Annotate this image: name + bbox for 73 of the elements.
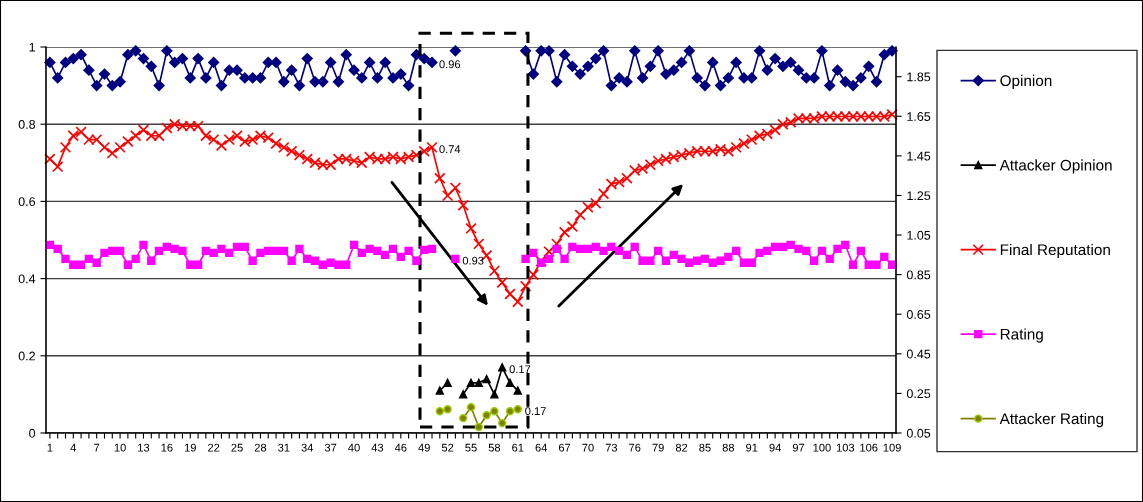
x-tick-label: 61 [512,443,524,452]
x-tick-label: 37 [324,443,337,452]
x-tick-label: 19 [184,443,196,452]
y2-tick-label: 0.05 [906,428,931,438]
x-tick-label: 109 [883,443,901,452]
x-tick-label: 64 [535,443,548,452]
x-tick-label: 49 [418,443,430,452]
y2-tick-label: 0.85 [906,270,931,280]
x-tick-label: 28 [254,443,267,452]
data-label: 0.74 [439,145,461,154]
data-label: 0.17 [525,407,546,416]
x-tick-label: 88 [722,443,735,452]
x-tick-label: 13 [138,443,150,452]
y2-tick-label: 1.45 [907,151,931,161]
x-tick-label: 85 [699,443,711,452]
x-tick-label: 22 [208,443,220,452]
x-tick-label: 16 [161,443,173,452]
x-tick-label: 67 [558,443,571,452]
x-tick-label: 79 [652,443,664,452]
point [513,386,522,395]
x-tick-label: 4 [70,443,77,452]
x-tick-label: 25 [231,443,243,452]
legend-label: Attacker Opinion [999,159,1112,174]
x-tick-label: 106 [860,443,878,452]
y-tick-label: 0.8 [18,120,36,129]
legend-label: Attacker Rating [999,412,1104,428]
x-tick-label: 55 [465,443,477,452]
y-tick-label: 1 [29,42,35,52]
point [459,390,468,399]
y2-tick-label: 1.25 [907,191,931,201]
point [474,378,483,387]
y2-tick-label: 1.65 [907,112,931,121]
data-label: 0.17 [509,365,531,374]
x-tick-label: 94 [769,443,781,452]
y2-tick-label: 0.45 [906,349,931,359]
point [498,363,507,372]
y2-tick-label: 0.65 [906,310,931,319]
legend-label: Rating [1000,328,1043,343]
point [505,378,515,387]
x-tick-label: 73 [605,443,618,452]
x-tick-label: 82 [675,443,688,452]
x-tick-label: 52 [441,443,454,452]
x-tick-label: 34 [301,443,314,452]
y2-tick-label: 0.25 [906,389,931,399]
x-tick-label: 100 [813,443,831,452]
data-label: 0.93 [462,256,484,265]
x-tick-label: 43 [371,443,384,452]
x-tick-label: 10 [114,443,126,452]
x-tick-label: 58 [488,443,501,452]
x-tick-label: 1 [47,443,53,452]
legend-label: Final Reputation [1000,243,1110,259]
x-tick-label: 70 [582,443,594,452]
y2-tick-label: 1.85 [907,72,931,82]
x-tick-label: 91 [746,443,758,452]
legend-label: Opinion [1000,74,1052,90]
data-label: 0.96 [439,60,461,69]
y-tick-label: 0.2 [18,351,35,361]
point [443,378,452,387]
point [435,386,444,395]
x-tick-label: 46 [394,443,407,452]
x-tick-label: 76 [629,443,641,452]
x-tick-label: 31 [278,443,290,452]
point [466,378,476,387]
x-tick-label: 97 [792,443,805,452]
point [490,390,499,399]
y-tick-label: 0 [29,428,36,438]
x-tick-label: 7 [94,443,100,452]
x-tick-label: 40 [348,443,360,452]
y-tick-label: 0.6 [18,197,36,207]
point [482,374,491,384]
y-tick-label: 0.4 [18,274,36,284]
y2-tick-label: 1.05 [907,230,931,240]
x-tick-label: 103 [836,443,855,452]
